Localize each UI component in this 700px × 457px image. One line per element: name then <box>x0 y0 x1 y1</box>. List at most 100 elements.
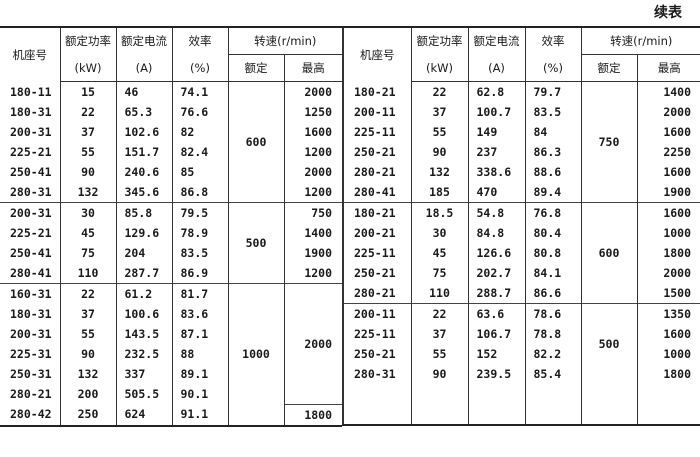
cell-model: 280-41 <box>354 185 396 199</box>
cell-efficiency: 90.1 <box>171 384 228 404</box>
cell-power: 45 <box>410 243 468 263</box>
cell-current: 152 <box>467 344 525 364</box>
cell-power: 200 <box>59 384 116 404</box>
cell-efficiency: 78.6 <box>524 303 581 324</box>
cell-model: 180-21 <box>354 84 396 99</box>
cell-max-speed: 1400 <box>283 223 343 243</box>
cell-current: 202.7 <box>467 263 525 283</box>
cell-efficiency: 86.8 <box>171 182 228 203</box>
header-efficiency: 效率 <box>171 27 228 55</box>
cell-model: 250-41 <box>10 165 52 179</box>
cell-model: 225-11 <box>354 125 396 139</box>
cell-current: 84.8 <box>467 223 525 243</box>
cell-power: 132 <box>59 364 116 384</box>
empty-row <box>343 384 700 404</box>
cell-efficiency: 88.6 <box>524 162 581 182</box>
cell-efficiency: 79.5 <box>171 202 228 223</box>
cell-power: 37 <box>59 304 116 324</box>
table-row: 250-41 75 204 83.5 1900 <box>0 243 343 263</box>
cell-efficiency: 76.8 <box>524 202 581 223</box>
cell-model: 280-42 <box>10 407 52 422</box>
cell-efficiency: 82.4 <box>171 142 228 162</box>
cell-current: 287.7 <box>115 263 172 284</box>
cell-model: 225-11 <box>354 246 396 260</box>
cell-model: 225-21 <box>10 226 52 240</box>
header-efficiency-unit: (%) <box>171 54 228 82</box>
cell-efficiency: 84 <box>524 122 581 142</box>
cell-power: 37 <box>410 324 468 344</box>
header-speed: 转速(r/min) <box>580 27 700 55</box>
cell-efficiency: 85.4 <box>524 364 581 384</box>
cell-current: 151.7 <box>115 142 172 162</box>
table-row: 180-21 18.5 54.8 76.8 600 1600 <box>343 202 700 304</box>
cell-current: 129.6 <box>115 223 172 243</box>
cell-rated-speed: 500 <box>580 303 637 384</box>
cell-efficiency: 86.3 <box>524 142 581 162</box>
table-row: 250-21 75 202.7 84.1 2000 <box>343 263 700 283</box>
cell-max-speed: 1800 <box>636 364 700 384</box>
cell-model: 280-31 <box>354 367 396 381</box>
cell-efficiency: 89.4 <box>524 182 581 203</box>
cell-current: 85.8 <box>115 202 172 223</box>
table-row: 200-21 30 84.8 80.4 1000 <box>343 223 700 243</box>
table-row: 225-21 45 129.6 78.9 1400 <box>0 223 343 243</box>
table-row: 180-11 15 46 74.1 600 2000 <box>0 81 343 203</box>
cell-efficiency: 86.6 <box>524 283 581 304</box>
table-row: 280-31 132 345.6 86.8 1200 <box>0 182 343 203</box>
cell-efficiency: 83.6 <box>171 304 228 324</box>
cell-efficiency: 89.1 <box>171 364 228 384</box>
cell-efficiency: 86.9 <box>171 263 228 284</box>
table-row: 280-21 110 288.7 86.6 1500 <box>343 283 700 304</box>
motor-spec-table-left: 机座号 额定功率 额定电流 效率 转速(r/min) (kW) (A) (%) 额定 最高 180-… <box>0 26 343 427</box>
cell-max-speed: 1200 <box>283 182 343 203</box>
table-row: 180-21 22 62.8 79.7 750 1400 <box>343 81 700 203</box>
cell-power: 90 <box>59 344 116 364</box>
cell-model: 280-21 <box>354 165 396 179</box>
cell-model: 180-31 <box>10 105 52 119</box>
header-efficiency: 效率 <box>524 27 581 55</box>
table-row: 280-21 132 338.6 88.6 1600 <box>343 162 700 182</box>
table-row: 280-41 110 287.7 86.9 1200 <box>0 263 343 284</box>
cell-current: 102.6 <box>115 122 172 142</box>
cell-max-speed: 1600 <box>636 324 700 344</box>
cell-power: 22 <box>410 303 468 324</box>
cell-model: 200-11 <box>354 105 396 119</box>
cell-max-speed: 1900 <box>636 182 700 203</box>
cell-efficiency: 84.1 <box>524 263 581 283</box>
cell-power: 30 <box>59 202 116 223</box>
table-row: 200-31 55 143.5 87.1 <box>0 324 342 344</box>
header-max-speed: 最高 <box>636 54 700 82</box>
cell-rated-speed: 1000 <box>227 283 284 426</box>
cell-power: 22 <box>59 283 116 304</box>
cell-current: 62.8 <box>467 81 525 102</box>
cell-max-speed: 1200 <box>283 142 343 162</box>
cell-max-speed: 1000 <box>636 344 700 364</box>
cell-max-speed: 1000 <box>636 223 700 243</box>
cell-efficiency: 91.1 <box>171 404 228 426</box>
cell-model: 250-41 <box>10 246 52 260</box>
cell-power: 90 <box>410 364 468 384</box>
header-current: 额定电流 <box>467 27 525 55</box>
cell-current: 345.6 <box>115 182 172 203</box>
cell-model: 200-21 <box>354 226 396 240</box>
cell-model: 200-31 <box>0 202 60 223</box>
cell-power: 22 <box>410 81 468 102</box>
table-row: 180-31 37 100.6 83.6 <box>0 304 342 324</box>
cell-current: 338.6 <box>467 162 525 182</box>
table-row: 250-41 90 240.6 85 2000 <box>0 162 343 182</box>
cell-max-speed: 1500 <box>636 283 700 304</box>
cell-max-speed: 1600 <box>636 162 700 182</box>
cell-rated-speed: 600 <box>227 81 284 203</box>
cell-power: 15 <box>59 81 116 102</box>
table-row: 250-21 90 237 86.3 2250 <box>343 142 700 162</box>
cell-power: 75 <box>410 263 468 283</box>
table-row: 250-31 132 337 89.1 <box>0 364 342 384</box>
cell-rated-speed: 750 <box>580 81 637 203</box>
cell-model: 180-21 <box>343 202 411 223</box>
table-row: 280-42 250 624 91.1 1800 <box>0 403 343 426</box>
cell-model: 225-11 <box>354 327 396 341</box>
header-max-speed: 最高 <box>283 54 343 82</box>
cell-power: 37 <box>59 122 116 142</box>
cell-efficiency: 82 <box>171 122 228 142</box>
